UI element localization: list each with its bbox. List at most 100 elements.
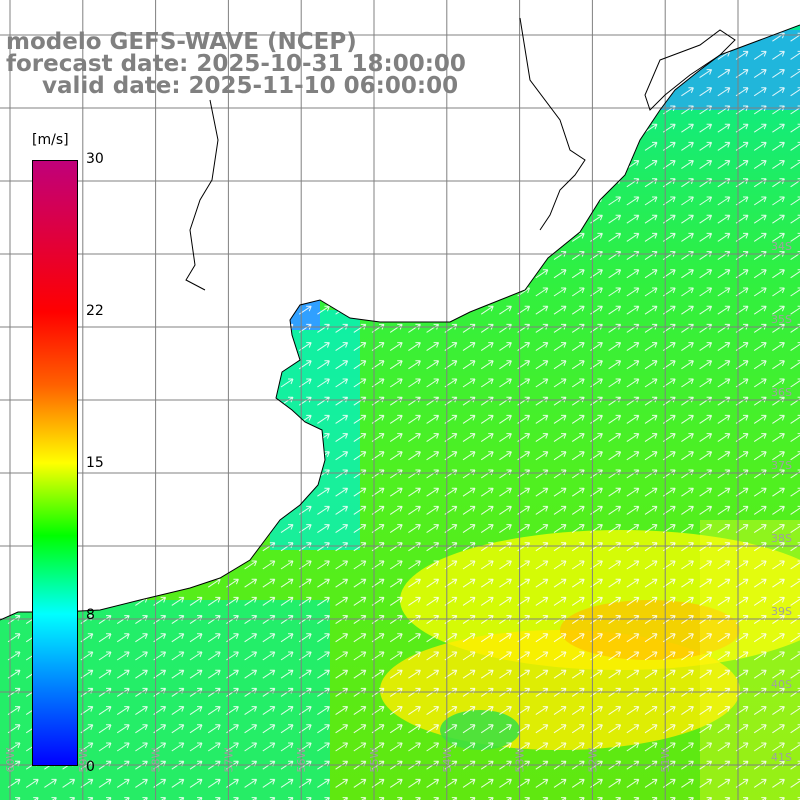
- wind-arrow: [790, 287, 800, 297]
- wind-arrow: [280, 724, 294, 734]
- wind-arrow: [499, 651, 512, 661]
- wind-arrow: [772, 269, 785, 279]
- wind-arrow: [644, 742, 658, 752]
- wind-arrow: [790, 123, 800, 133]
- wind-arrow: [499, 342, 512, 352]
- wind-arrow: [389, 560, 403, 570]
- wind-arrow: [317, 524, 330, 534]
- wind-arrow: [571, 596, 585, 606]
- lon-label: 58W: [150, 747, 163, 772]
- wind-arrow: [535, 342, 549, 352]
- wind-arrow: [98, 342, 112, 352]
- wind-arrow: [426, 178, 440, 188]
- wind-arrow: [353, 542, 367, 552]
- wind-arrow: [280, 232, 294, 242]
- wind-arrow: [499, 105, 512, 115]
- wind-arrow: [517, 797, 531, 800]
- wind-arrow: [608, 214, 622, 224]
- wind-arrow: [553, 214, 567, 224]
- wind-arrow: [189, 251, 203, 261]
- wind-arrow: [681, 87, 694, 97]
- wind-arrow: [699, 742, 713, 752]
- wind-arrow: [171, 414, 185, 424]
- wind-arrow: [171, 105, 185, 115]
- wind-arrow: [571, 342, 585, 352]
- wind-arrow: [135, 342, 148, 352]
- wind-arrow: [389, 232, 403, 242]
- wind-arrow: [753, 214, 767, 224]
- wind-arrow: [280, 251, 294, 261]
- wind-arrow: [480, 560, 494, 570]
- wind-arrow: [408, 15, 420, 23]
- wind-arrow: [244, 396, 258, 406]
- wind-arrow: [207, 469, 221, 479]
- wind-arrow: [717, 160, 731, 170]
- wind-arrow: [116, 505, 130, 515]
- wind-arrow: [317, 105, 330, 115]
- latitude-labels: 34S 35S 36S 37S 38S 39S 40S 41S: [771, 240, 792, 764]
- wind-arrow: [644, 778, 658, 788]
- wind-arrow: [426, 451, 440, 461]
- wind-arrow: [426, 633, 440, 643]
- wind-arrow: [535, 269, 549, 279]
- wind-arrow: [98, 360, 112, 370]
- wind-arrow: [626, 560, 640, 570]
- wind-arrow: [335, 706, 349, 716]
- wind-arrow: [244, 232, 258, 242]
- wind-arrow: [681, 378, 694, 388]
- wind-arrow: [171, 505, 185, 515]
- wind-arrow: [262, 742, 276, 752]
- wind-arrow: [244, 633, 258, 643]
- wind-arrow: [717, 87, 731, 97]
- wind-arrow: [116, 232, 130, 242]
- lat-label: 34S: [771, 240, 792, 253]
- wind-arrow: [207, 487, 221, 497]
- wind-arrow: [171, 214, 185, 224]
- wind-arrow: [244, 797, 258, 800]
- wind-arrow: [699, 141, 713, 151]
- wind-arrow: [408, 596, 421, 606]
- wind-arrow: [571, 105, 585, 115]
- wind-arrow: [317, 160, 330, 170]
- wind-arrow: [408, 633, 421, 643]
- wind-arrow: [753, 123, 767, 133]
- wind-arrow: [116, 269, 130, 279]
- wind-arrow: [317, 196, 330, 206]
- wind-arrow: [571, 87, 585, 97]
- wind-arrow: [608, 633, 622, 643]
- wind-arrow: [207, 724, 221, 734]
- wind-arrow: [753, 451, 767, 461]
- wind-arrow: [554, 15, 566, 23]
- wind-arrow: [353, 797, 367, 800]
- border-line-north: [519, 17, 586, 231]
- wind-arrow: [571, 414, 585, 424]
- wind-arrow: [189, 305, 203, 315]
- wind-arrow: [480, 87, 494, 97]
- wind-arrow: [98, 123, 112, 133]
- wind-arrow: [644, 615, 658, 625]
- wind-arrow: [335, 214, 349, 224]
- wind-arrow: [571, 378, 585, 388]
- wind-arrow: [408, 32, 421, 42]
- wind-arrow: [245, 15, 257, 23]
- wind-arrow: [699, 578, 713, 588]
- wind-arrow: [499, 560, 512, 570]
- wind-arrow: [116, 797, 130, 800]
- wind-arrow: [753, 615, 767, 625]
- wind-arrow: [790, 596, 800, 606]
- wind-arrow: [426, 214, 440, 224]
- wind-arrow: [480, 105, 494, 115]
- wind-arrow: [317, 269, 330, 279]
- wind-arrow: [135, 578, 148, 588]
- wind-arrow: [98, 232, 112, 242]
- wind-arrow: [590, 797, 603, 800]
- wind-arrow: [280, 524, 294, 534]
- wind-arrow: [790, 160, 800, 170]
- wind-arrow: [408, 669, 421, 679]
- wind-arrow: [717, 487, 731, 497]
- wind-arrow: [480, 196, 494, 206]
- wind-arrow: [571, 50, 585, 60]
- wind-arrow: [535, 451, 549, 461]
- wind-arrow: [171, 706, 185, 716]
- wind-arrow: [681, 451, 694, 461]
